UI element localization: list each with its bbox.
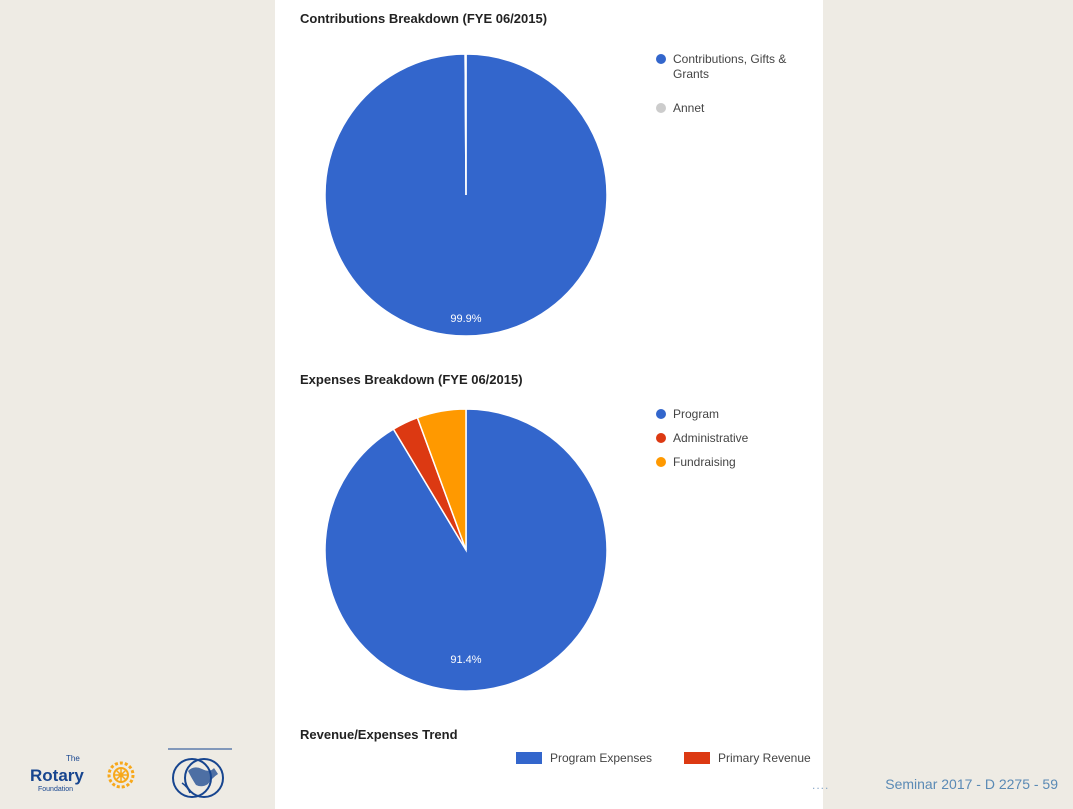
legend-marker	[656, 54, 666, 64]
legend-marker	[656, 103, 666, 113]
rotary-foundation-text: Foundation	[38, 786, 74, 793]
rotary-the-text: The	[66, 754, 80, 763]
legend-marker	[656, 433, 666, 443]
trend-legend-swatch-program	[516, 752, 542, 764]
legend-item: Annet	[656, 101, 704, 116]
footer-slide-label: Seminar 2017 - D 2275 - 59	[885, 776, 1058, 792]
pie-data-label: 99.9%	[450, 313, 481, 325]
pie-slice-annet	[464, 53, 467, 196]
legend-label: Contributions, Gifts & Grants	[673, 52, 787, 81]
globe-icon	[168, 748, 232, 798]
chart-title-trend: Revenue/Expenses Trend	[300, 727, 458, 742]
legend-label: Fundraising	[673, 455, 736, 469]
trend-legend-label-program: Program Expenses	[550, 751, 653, 765]
rotary-wordmark: Rotary	[30, 766, 84, 785]
pie-data-label: 91.4%	[450, 654, 481, 666]
chart-title-contributions: Contributions Breakdown (FYE 06/2015)	[300, 11, 548, 26]
legend-item: Contributions, Gifts & Grants	[656, 52, 823, 82]
trend-legend-label-revenue: Primary Revenue	[718, 751, 811, 765]
chart-title-expenses: Expenses Breakdown (FYE 06/2015)	[300, 372, 523, 387]
trend-legend-item-primary-revenue: Primary Revenue	[684, 751, 811, 765]
legend-item: Administrative	[656, 431, 748, 446]
legend-label: Program	[673, 407, 720, 421]
legend-marker	[656, 409, 666, 419]
rotary-foundation-logo: The Rotary Foundation	[30, 752, 140, 802]
legend-item: Fundraising	[656, 455, 736, 470]
trend-legend-swatch-revenue	[684, 752, 710, 764]
rotary-wheel-icon	[107, 761, 135, 789]
legend-label: Annet	[673, 101, 705, 115]
trend-legend-item-program-expenses: Program Expenses	[516, 751, 652, 765]
legend-label: Administrative	[673, 431, 749, 445]
pie-slice-fundraising	[416, 408, 467, 551]
footer-dots: ....	[812, 778, 830, 792]
trf-globe-logo	[162, 745, 242, 805]
legend-item: Program	[656, 407, 719, 422]
legend-marker	[656, 457, 666, 467]
